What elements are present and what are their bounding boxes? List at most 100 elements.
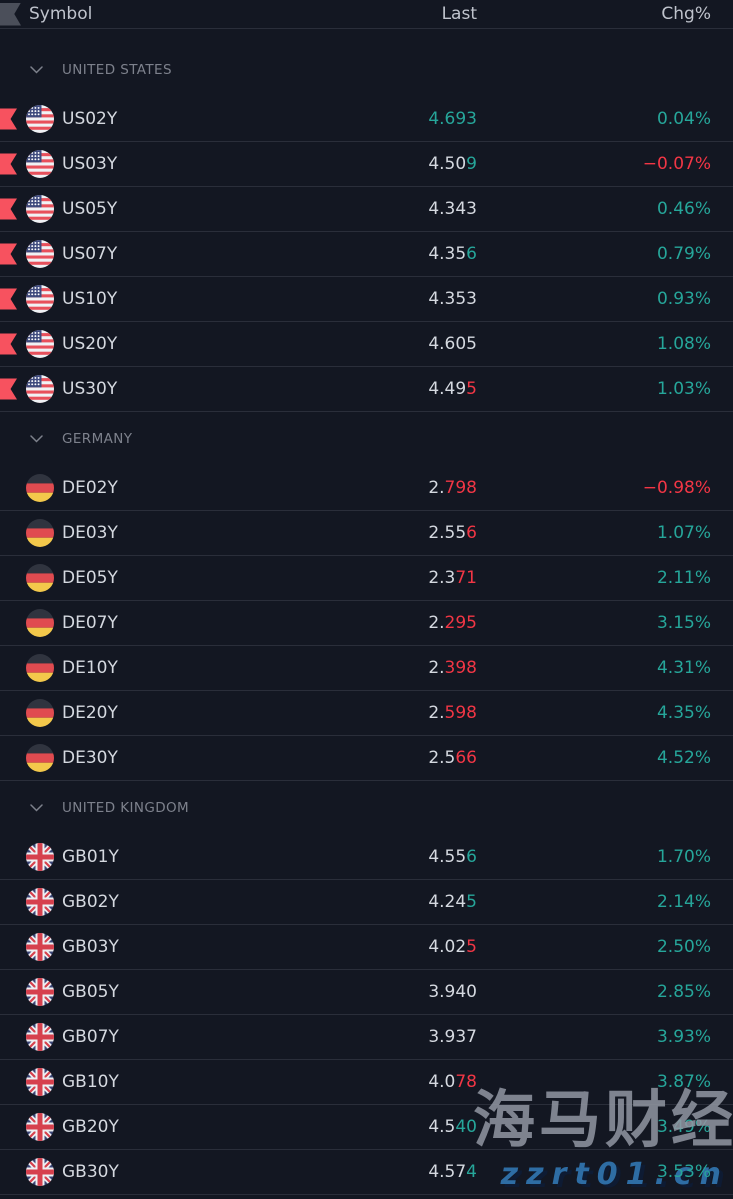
flag-column-icon[interactable] — [0, 2, 21, 26]
row-GB10Y[interactable]: GB10Y 4.078 3.87% — [0, 1060, 733, 1105]
symbol-label: GB10Y — [62, 1072, 119, 1092]
gb-flag-icon — [26, 843, 54, 871]
de-flag-icon — [26, 474, 54, 502]
chg-percent-value: 1.08% — [656, 334, 711, 354]
gb-flag-icon — [26, 888, 54, 916]
de-flag-icon — [26, 699, 54, 727]
row-DE20Y[interactable]: DE20Y 2.598 4.35% — [0, 691, 733, 736]
flag-marker-icon[interactable] — [0, 108, 17, 130]
chg-percent-value: 3.53% — [656, 1162, 711, 1182]
de-flag-icon — [26, 609, 54, 637]
row-GB05Y[interactable]: GB05Y 3.940 2.85% — [0, 970, 733, 1015]
last-value: 3.940 — [428, 982, 477, 1002]
column-header-symbol[interactable]: Symbol — [29, 4, 93, 24]
de-flag-icon — [26, 564, 54, 592]
last-value: 4.078 — [428, 1072, 477, 1092]
flag-marker-icon[interactable] — [0, 153, 17, 175]
chg-percent-value: 2.85% — [656, 982, 711, 1002]
row-GB30Y[interactable]: GB30Y 4.574 3.53% — [0, 1150, 733, 1195]
row-DE07Y[interactable]: DE07Y 2.295 3.15% — [0, 601, 733, 646]
symbol-label: GB05Y — [62, 982, 119, 1002]
row-US05Y[interactable]: US05Y 4.343 0.46% — [0, 187, 733, 232]
chg-percent-value: 4.31% — [656, 658, 711, 678]
column-header-last[interactable]: Last — [441, 4, 477, 24]
column-header-chg[interactable]: Chg% — [661, 4, 711, 24]
chevron-down-icon[interactable] — [30, 435, 43, 443]
symbol-label: US10Y — [62, 289, 118, 309]
symbol-label: GB01Y — [62, 847, 119, 867]
last-value: 2.566 — [428, 748, 477, 768]
flag-marker-icon[interactable] — [0, 243, 17, 265]
row-GB03Y[interactable]: GB03Y 4.025 2.50% — [0, 925, 733, 970]
row-US07Y[interactable]: US07Y 4.356 0.79% — [0, 232, 733, 277]
row-DE30Y[interactable]: DE30Y 2.566 4.52% — [0, 736, 733, 781]
flag-marker-icon[interactable] — [0, 198, 17, 220]
chg-percent-value: 0.93% — [656, 289, 711, 309]
chg-percent-value: 1.07% — [656, 523, 711, 543]
row-US02Y[interactable]: US02Y 4.693 0.04% — [0, 97, 733, 142]
us-flag-icon — [26, 150, 54, 178]
chg-percent-value: 1.70% — [656, 847, 711, 867]
group-header-us[interactable]: UNITED STATES — [0, 43, 733, 97]
chg-percent-value: 4.35% — [656, 703, 711, 723]
group-header-de[interactable]: GERMANY — [0, 412, 733, 466]
gb-flag-icon — [26, 978, 54, 1006]
chg-percent-value: 2.50% — [656, 937, 711, 957]
symbol-label: US30Y — [62, 379, 118, 399]
last-value: 4.509 — [428, 154, 477, 174]
row-US30Y[interactable]: US30Y 4.495 1.03% — [0, 367, 733, 412]
gb-flag-icon — [26, 1113, 54, 1141]
chg-percent-value: 4.52% — [656, 748, 711, 768]
last-value: 2.398 — [428, 658, 477, 678]
flag-marker-icon[interactable] — [0, 378, 17, 400]
row-US10Y[interactable]: US10Y 4.353 0.93% — [0, 277, 733, 322]
row-GB20Y[interactable]: GB20Y 4.540 3.49% — [0, 1105, 733, 1150]
chg-percent-value: 2.14% — [656, 892, 711, 912]
last-value: 3.937 — [428, 1027, 477, 1047]
row-GB01Y[interactable]: GB01Y 4.556 1.70% — [0, 835, 733, 880]
symbol-label: DE10Y — [62, 658, 118, 678]
flag-marker-icon[interactable] — [0, 333, 17, 355]
row-US03Y[interactable]: US03Y 4.509 −0.07% — [0, 142, 733, 187]
last-value: 4.356 — [428, 244, 477, 264]
flag-marker-icon[interactable] — [0, 288, 17, 310]
symbol-label: US05Y — [62, 199, 118, 219]
last-value: 4.025 — [428, 937, 477, 957]
symbol-label: DE30Y — [62, 748, 118, 768]
chg-percent-value: −0.07% — [642, 154, 711, 174]
row-DE10Y[interactable]: DE10Y 2.398 4.31% — [0, 646, 733, 691]
last-value: 4.353 — [428, 289, 477, 309]
chg-percent-value: 3.49% — [656, 1117, 711, 1137]
last-value: 2.798 — [428, 478, 477, 498]
gb-flag-icon — [26, 1158, 54, 1186]
de-flag-icon — [26, 519, 54, 547]
last-value: 4.540 — [428, 1117, 477, 1137]
last-value: 4.693 — [428, 109, 477, 129]
row-DE03Y[interactable]: DE03Y 2.556 1.07% — [0, 511, 733, 556]
chevron-down-icon[interactable] — [30, 804, 43, 812]
us-flag-icon — [26, 105, 54, 133]
symbol-label: US03Y — [62, 154, 118, 174]
chg-percent-value: 0.46% — [656, 199, 711, 219]
group-header-gb[interactable]: UNITED KINGDOM — [0, 781, 733, 835]
symbol-label: GB07Y — [62, 1027, 119, 1047]
symbol-label: US07Y — [62, 244, 118, 264]
row-US20Y[interactable]: US20Y 4.605 1.08% — [0, 322, 733, 367]
us-flag-icon — [26, 195, 54, 223]
group-label: UNITED STATES — [62, 62, 172, 78]
row-DE05Y[interactable]: DE05Y 2.371 2.11% — [0, 556, 733, 601]
last-value: 4.605 — [428, 334, 477, 354]
us-flag-icon — [26, 285, 54, 313]
chevron-down-icon[interactable] — [30, 66, 43, 74]
symbol-label: GB03Y — [62, 937, 119, 957]
row-GB07Y[interactable]: GB07Y 3.937 3.93% — [0, 1015, 733, 1060]
symbol-label: US02Y — [62, 109, 118, 129]
row-GB02Y[interactable]: GB02Y 4.245 2.14% — [0, 880, 733, 925]
us-flag-icon — [26, 330, 54, 358]
watchlist: UNITED STATES US02Y 4.693 0.04% US03Y 4.509 −0… — [0, 43, 733, 1195]
gb-flag-icon — [26, 1068, 54, 1096]
group-label: UNITED KINGDOM — [62, 800, 190, 816]
de-flag-icon — [26, 744, 54, 772]
last-value: 4.245 — [428, 892, 477, 912]
row-DE02Y[interactable]: DE02Y 2.798 −0.98% — [0, 466, 733, 511]
